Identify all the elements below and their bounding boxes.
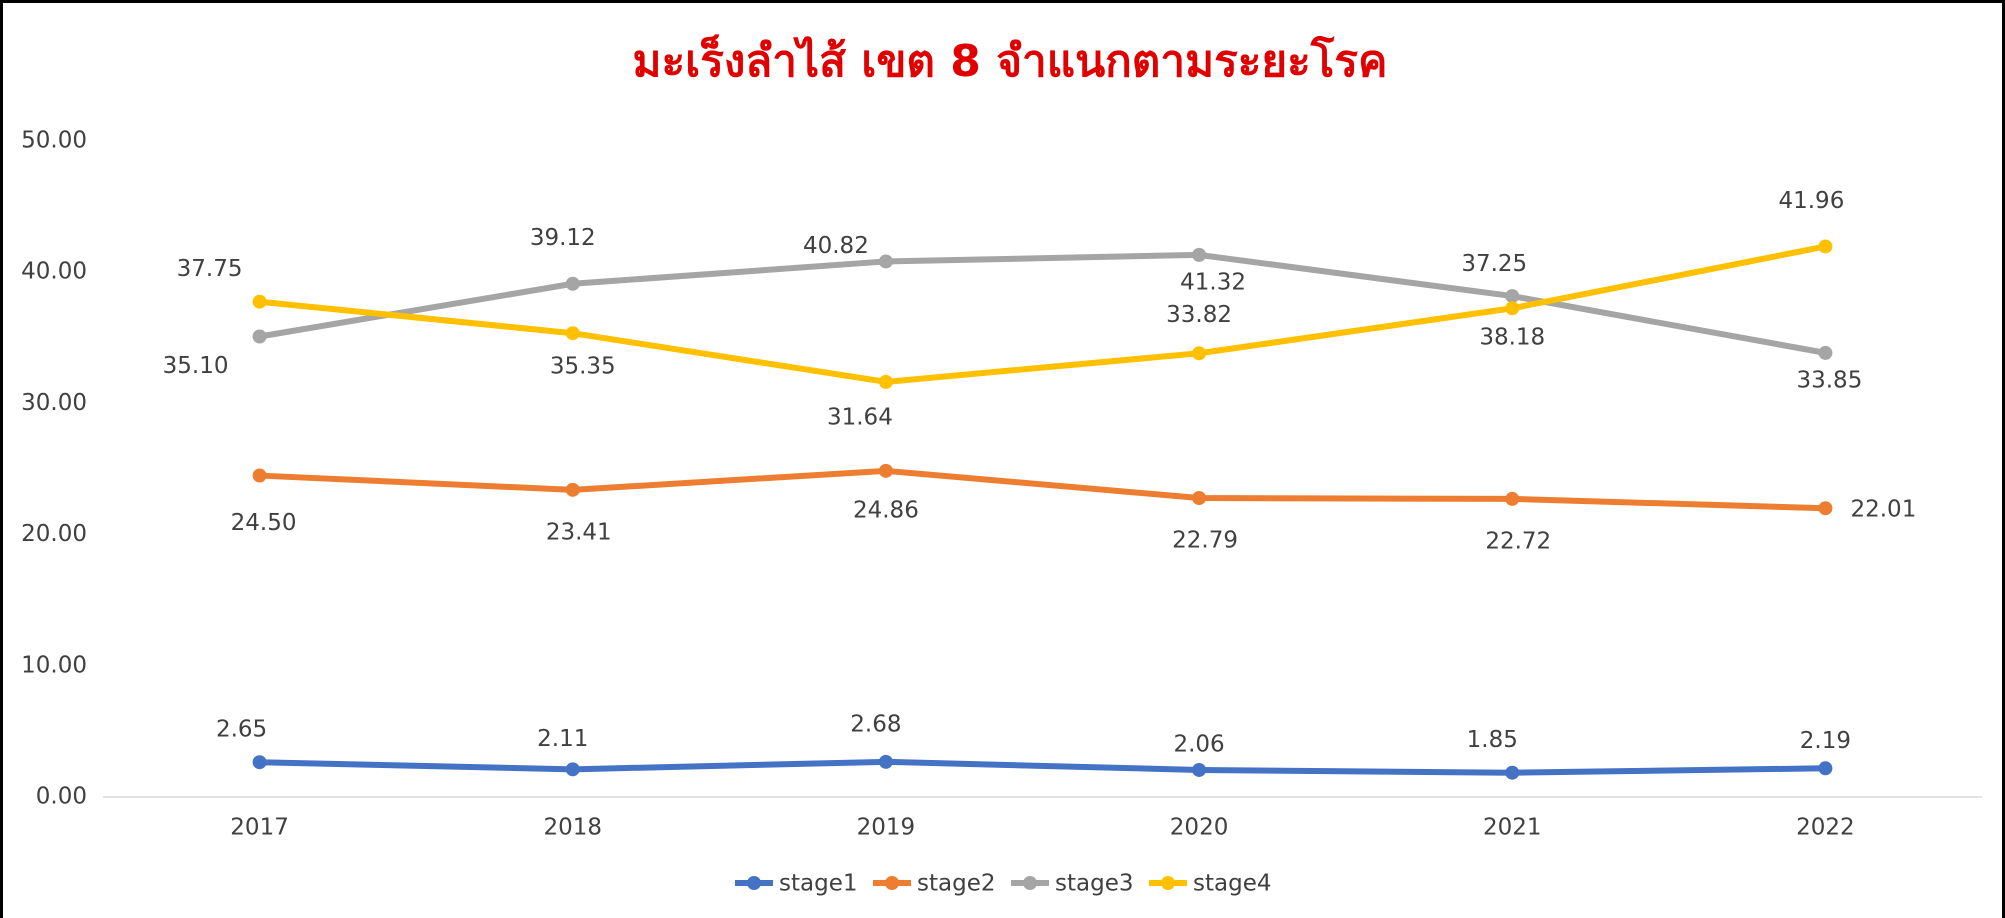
data-label: 37.75 <box>177 256 243 282</box>
data-label: 22.79 <box>1172 527 1238 553</box>
data-point <box>1192 247 1207 262</box>
data-point <box>1818 761 1833 776</box>
data-label: 1.85 <box>1467 727 1518 753</box>
legend-marker <box>747 876 761 890</box>
y-tick-label: 0.00 <box>36 784 87 810</box>
data-label: 37.25 <box>1461 251 1527 277</box>
x-tick-label: 2019 <box>857 815 916 841</box>
data-label: 2.68 <box>850 711 901 737</box>
data-point <box>878 754 893 769</box>
series-line <box>259 758 1826 776</box>
data-label: 24.50 <box>231 510 297 536</box>
data-label: 22.72 <box>1485 528 1551 554</box>
data-label: 31.64 <box>827 404 893 430</box>
y-tick-label: 50.00 <box>21 128 87 154</box>
data-label: 33.85 <box>1796 367 1862 393</box>
data-point <box>565 762 580 777</box>
y-tick-label: 10.00 <box>21 652 87 678</box>
series-line <box>259 243 1827 385</box>
data-label: 41.32 <box>1180 269 1246 295</box>
legend-marker <box>1161 876 1175 890</box>
legend-label: stage4 <box>1193 871 1271 897</box>
data-point <box>1192 762 1207 777</box>
x-tick-label: 2017 <box>230 815 289 841</box>
data-label: 2.06 <box>1173 731 1224 757</box>
chart-title: มะเร็งลำไส้ เขต 8 จำแนกตามระยะโรค <box>633 34 1388 87</box>
data-point <box>565 482 580 497</box>
legend-label: stage3 <box>1055 871 1133 897</box>
y-tick-label: 40.00 <box>21 259 87 285</box>
x-tick-label: 2022 <box>1796 815 1855 841</box>
data-point <box>1818 345 1833 360</box>
data-label: 33.82 <box>1166 302 1232 328</box>
y-tick-label: 30.00 <box>21 390 87 416</box>
legend-marker <box>1023 876 1037 890</box>
legend-marker <box>885 876 899 890</box>
data-label: 35.35 <box>550 354 616 380</box>
data-label: 2.19 <box>1800 728 1851 754</box>
data-point <box>878 463 893 478</box>
data-point <box>1818 239 1833 254</box>
data-label: 35.10 <box>163 353 229 379</box>
data-label: 2.11 <box>537 726 588 752</box>
data-point <box>1192 346 1207 361</box>
data-point <box>565 276 580 291</box>
data-point <box>1818 501 1833 516</box>
data-label: 38.18 <box>1479 325 1545 351</box>
data-point <box>252 294 267 309</box>
data-label: 23.41 <box>546 519 612 545</box>
data-label: 40.82 <box>803 233 869 259</box>
x-tick-label: 2021 <box>1483 815 1542 841</box>
data-point <box>878 254 893 269</box>
data-point <box>1192 490 1207 505</box>
x-tick-label: 2020 <box>1170 815 1229 841</box>
x-tick-label: 2018 <box>543 815 602 841</box>
legend-label: stage2 <box>917 871 995 897</box>
data-label: 24.86 <box>853 497 919 523</box>
data-point <box>1505 765 1520 780</box>
series-line <box>259 467 1826 512</box>
data-label: 41.96 <box>1778 188 1844 214</box>
legend-label: stage1 <box>779 871 857 897</box>
series-line <box>259 251 1826 356</box>
data-point <box>252 755 267 770</box>
data-point <box>252 468 267 483</box>
data-point <box>252 329 267 344</box>
data-point <box>1505 491 1520 506</box>
data-label: 2.65 <box>216 717 267 743</box>
y-tick-label: 20.00 <box>21 521 87 547</box>
data-point <box>1505 289 1520 304</box>
data-point <box>565 326 580 341</box>
data-label: 39.12 <box>530 225 596 251</box>
data-point <box>1505 301 1520 316</box>
data-point <box>878 374 893 389</box>
data-label: 22.01 <box>1850 497 1916 523</box>
